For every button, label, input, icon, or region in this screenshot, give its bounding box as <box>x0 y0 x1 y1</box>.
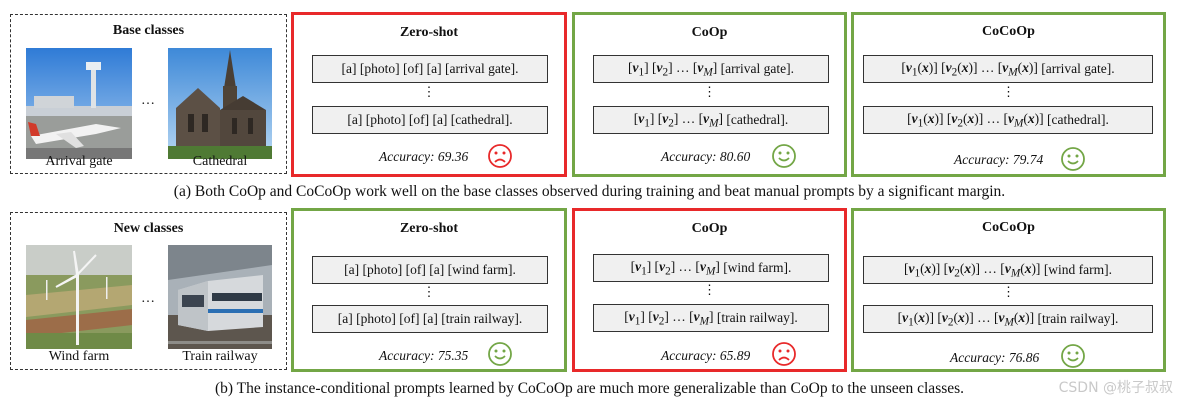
cathedral-caption: Cathedral <box>192 154 248 169</box>
vertical-ellipsis: ⋮ <box>703 84 716 99</box>
vertical-ellipsis: ⋮ <box>422 84 436 99</box>
train-railway-image <box>168 245 272 349</box>
panel-title: Zero-shot <box>399 25 459 40</box>
learned-context-vectors: [v1] [v2] … [vM] <box>630 258 724 278</box>
base-classes-box: Base classes … <box>10 14 287 174</box>
wind-farm-image <box>26 245 132 349</box>
new-classes-title: New classes <box>113 221 184 236</box>
class-token: [cathedral]. <box>726 112 789 127</box>
zeroshot-panel-base: Zero-shot [a] [photo] [of] [a] [arrival … <box>291 12 567 177</box>
conditional-context-vectors: [v1(x)] [v2(x)] … [vM(x)] <box>907 110 1048 130</box>
accuracy-label: Accuracy: 69.36 <box>379 149 469 164</box>
conditional-context-vectors: [v1(x)] [v2(x)] … [vM(x)] <box>903 260 1044 280</box>
panel-title: CoCoOp <box>982 24 1035 39</box>
accuracy-label: Accuracy: 80.60 <box>661 149 751 164</box>
learned-context-vectors: [v1] [v2] … [vM] <box>627 59 721 79</box>
happy-face-icon <box>1061 147 1085 171</box>
accuracy-label: Accuracy: 76.86 <box>950 350 1040 365</box>
class-token: [wind farm]. <box>1043 262 1113 277</box>
base-classes-title: Base classes <box>112 23 185 38</box>
happy-face-icon <box>488 342 512 366</box>
arrival-gate-image <box>26 48 132 159</box>
accuracy-label: Accuracy: 79.74 <box>954 152 1044 167</box>
new-classes-box: New classes … Wind <box>10 212 287 370</box>
arrival-gate-caption: Arrival gate <box>45 154 113 169</box>
class-token: [train railway]. <box>1037 311 1119 326</box>
prompt-box: [v1(x)] [v2(x)] … [vM(x)] [arrival gate]… <box>863 55 1153 83</box>
prompt-box: [v1] [v2] … [vM] [arrival gate]. <box>593 55 829 83</box>
sad-face-icon <box>488 144 512 168</box>
sad-face-icon <box>772 342 796 366</box>
vertical-ellipsis: ⋮ <box>703 282 716 297</box>
accuracy-label: Accuracy: 75.35 <box>379 348 469 363</box>
ellipsis: … <box>141 93 156 108</box>
panel-title: CoOp <box>691 221 728 236</box>
vertical-ellipsis: ⋮ <box>1002 284 1015 299</box>
cathedral-image <box>168 48 272 159</box>
happy-face-icon <box>772 144 796 168</box>
coop-panel-new: CoOp [v1] [v2] … [vM] [wind farm]. ⋮ [v1… <box>572 208 847 372</box>
cocoop-panel-base: CoCoOp [v1(x)] [v2(x)] … [vM(x)] [arriva… <box>851 12 1166 177</box>
prompt-box: [v1] [v2] … [vM] [cathedral]. <box>593 106 829 134</box>
prompt-box: [a] [photo] [of] [a] [arrival gate]. <box>312 55 548 83</box>
prompt-box: [a] [photo] [of] [a] [train railway]. <box>312 305 548 333</box>
prompt-box: [a] [photo] [of] [a] [wind farm]. <box>312 256 548 284</box>
cocoop-panel-new: CoCoOp [v1(x)] [v2(x)] … [vM(x)] [wind f… <box>851 208 1166 372</box>
ellipsis: … <box>141 291 156 306</box>
panel-title: CoCoOp <box>982 220 1035 235</box>
conditional-context-vectors: [v1(x)] [v2(x)] … [vM(x)] <box>901 59 1042 79</box>
coop-panel-base: CoOp [v1] [v2] … [vM] [arrival gate]. ⋮ … <box>572 12 847 177</box>
prompt-box: [v1] [v2] … [vM] [wind farm]. <box>593 254 829 282</box>
prompt-box: [v1(x)] [v2(x)] … [vM(x)] [wind farm]. <box>863 256 1153 284</box>
class-token: [arrival gate]. <box>1041 61 1115 76</box>
wind-farm-caption: Wind farm <box>48 349 110 364</box>
panel-title: CoOp <box>691 25 728 40</box>
prompt-box: [v1(x)] [v2(x)] … [vM(x)] [cathedral]. <box>863 106 1153 134</box>
train-railway-caption: Train railway <box>182 349 258 364</box>
learned-context-vectors: [v1] [v2] … [vM] <box>633 110 727 130</box>
prompt-box: [a] [photo] [of] [a] [cathedral]. <box>312 106 548 134</box>
zeroshot-panel-new: Zero-shot [a] [photo] [of] [a] [wind far… <box>291 208 567 372</box>
prompt-box: [v1(x)] [v2(x)] … [vM(x)] [train railway… <box>863 305 1153 333</box>
caption-a: (a) Both CoOp and CoCoOp work well on th… <box>173 183 1006 200</box>
conditional-context-vectors: [v1(x)] [v2(x)] … [vM(x)] <box>897 309 1038 329</box>
class-token: [arrival gate]. <box>720 61 795 76</box>
accuracy-label: Accuracy: 65.89 <box>661 348 751 363</box>
happy-face-icon <box>1061 344 1085 368</box>
vertical-ellipsis: ⋮ <box>422 284 436 299</box>
watermark: CSDN @桃子叔叔 <box>1058 380 1173 396</box>
panel-title: Zero-shot <box>399 221 459 236</box>
caption-b: (b) The instance-conditional prompts lea… <box>214 380 965 397</box>
learned-context-vectors: [v1] [v2] … [vM] <box>624 308 717 328</box>
class-token: [wind farm]. <box>723 260 792 275</box>
prompt-box: [v1] [v2] … [vM] [train railway]. <box>593 304 829 332</box>
class-token: [train railway]. <box>716 310 798 325</box>
class-token: [cathedral]. <box>1047 112 1109 127</box>
vertical-ellipsis: ⋮ <box>1002 84 1015 99</box>
